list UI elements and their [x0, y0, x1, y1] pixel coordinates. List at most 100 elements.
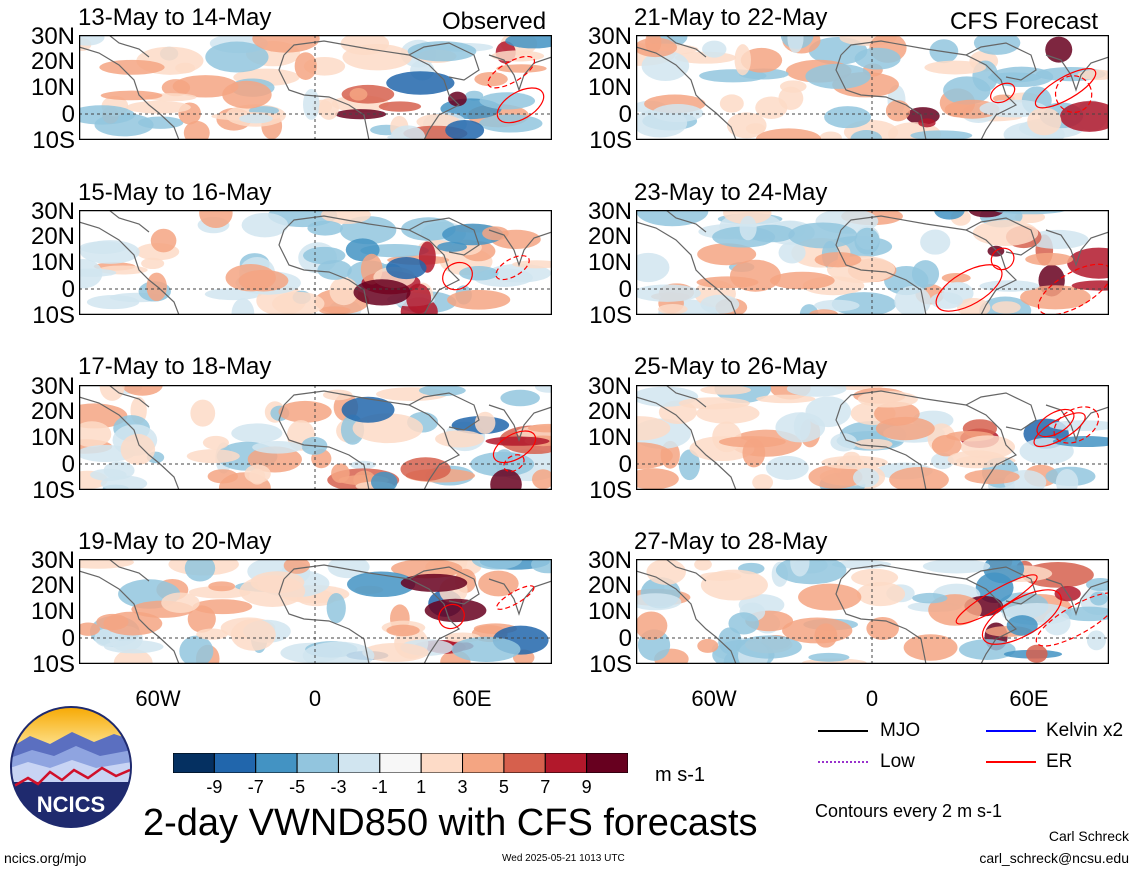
coastline: [665, 385, 707, 408]
anomaly-shading: [319, 306, 351, 315]
coastline: [79, 46, 180, 140]
coastline: [840, 390, 1018, 490]
anomaly-shading: [527, 423, 552, 433]
anomaly-shading: [740, 47, 783, 73]
coastline: [665, 35, 707, 58]
anomaly-shading: [445, 120, 485, 140]
anomaly-shading: [831, 560, 892, 569]
colorbar-swatch: [586, 753, 628, 773]
colorbar-tick-label: -5: [289, 777, 306, 797]
anomaly-shading: [349, 87, 368, 101]
anomaly-shading: [636, 252, 670, 283]
logo-text: NCICS: [37, 792, 105, 817]
er-contour: [1033, 412, 1086, 448]
lat-tick-label: 30N: [587, 373, 632, 400]
anomaly-shading: [186, 449, 240, 464]
anomaly-shading: [190, 399, 216, 427]
anomaly-shading: [678, 449, 701, 481]
anomaly-shading: [1086, 630, 1106, 651]
lat-tick-label: 30N: [30, 198, 75, 225]
anomaly-shading: [814, 299, 860, 312]
anomaly-shading: [150, 228, 177, 253]
coastline: [636, 396, 737, 490]
lat-tick-label: 0: [618, 101, 632, 128]
anomaly-shading: [991, 301, 1021, 314]
anomaly-shading: [788, 222, 858, 249]
anomaly-shading: [805, 63, 871, 89]
lat-tick-label: 0: [618, 625, 632, 652]
panel-frame: [636, 385, 1109, 490]
anomaly-shading: [979, 99, 1047, 118]
coastline: [283, 390, 461, 490]
coastline: [665, 559, 707, 582]
anomaly-shading: [390, 125, 426, 140]
anomaly-shading: [318, 97, 339, 120]
anomaly-shading: [1025, 252, 1074, 266]
anomaly-shading: [79, 35, 105, 46]
lat-tick-label: 10N: [587, 598, 632, 625]
map-panel: [79, 35, 552, 140]
anomaly-shading: [885, 100, 911, 122]
anomaly-shading: [851, 568, 899, 587]
lat-tick-label: 10S: [32, 302, 75, 329]
colorbar-swatch: [173, 753, 215, 773]
anomaly-shading: [278, 400, 332, 423]
anomaly-shading: [808, 652, 850, 662]
anomaly-shading: [424, 598, 487, 623]
anomaly-shading: [231, 423, 283, 444]
anomaly-shading: [736, 635, 802, 659]
anomaly-shading: [496, 64, 547, 73]
anomaly-shading: [1027, 107, 1062, 136]
er-contour: [981, 589, 1062, 645]
coastline: [283, 564, 461, 664]
er-contour: [955, 574, 1038, 625]
anomaly-shading: [696, 276, 759, 289]
lat-tick-label: 0: [61, 101, 75, 128]
anomaly-shading: [922, 559, 991, 574]
anomaly-shading: [912, 592, 948, 604]
anomaly-shading: [418, 385, 466, 397]
anomaly-shading: [787, 35, 804, 53]
legend-line-er: [986, 761, 1036, 763]
colorbar-swatch: [462, 753, 505, 773]
anomaly-shading: [756, 394, 816, 404]
anomaly-shading: [138, 116, 184, 129]
coastline: [665, 210, 707, 233]
lat-tick-label: 20N: [30, 48, 75, 75]
anomaly-shading: [636, 284, 702, 302]
lat-tick-label: 10N: [30, 249, 75, 276]
legend-line-mjo: [818, 730, 868, 732]
contour-note: Contours every 2 m s-1: [815, 801, 1003, 821]
lat-tick-label: 20N: [587, 223, 632, 250]
anomaly-shading: [334, 109, 387, 120]
coastline: [1045, 54, 1109, 92]
lat-tick-label: 0: [61, 451, 75, 478]
lat-tick-label: 10S: [589, 651, 632, 678]
anomaly-shading: [100, 475, 148, 490]
anomaly-shading: [79, 622, 101, 636]
lat-tick-label: 0: [618, 451, 632, 478]
anomaly-shading: [779, 80, 807, 93]
anomaly-shading: [700, 294, 740, 314]
anomaly-shading: [931, 452, 954, 470]
anomaly-shading: [700, 569, 768, 601]
panel-title: 17-May to 18-May: [78, 353, 272, 380]
anomaly-shading: [317, 259, 352, 280]
anomaly-shading: [400, 457, 451, 482]
map-panel: [636, 210, 1109, 315]
anomaly-shading: [482, 226, 509, 241]
anomaly-shading: [903, 634, 958, 661]
anomaly-shading: [790, 559, 810, 577]
anomaly-shading: [930, 292, 963, 309]
lat-tick-label: 10S: [32, 477, 75, 504]
anomaly-shading: [697, 638, 719, 653]
colorbar-units: m s-1: [655, 764, 705, 786]
anomaly-shading: [808, 464, 863, 489]
panel-title: 19-May to 20-May: [78, 528, 272, 555]
anomaly-shading: [406, 283, 432, 314]
er-contour: [496, 585, 535, 610]
coastline: [835, 54, 927, 140]
anomaly-shading: [809, 309, 839, 315]
anomaly-shading: [512, 260, 552, 269]
lat-tick-label: 10N: [587, 249, 632, 276]
